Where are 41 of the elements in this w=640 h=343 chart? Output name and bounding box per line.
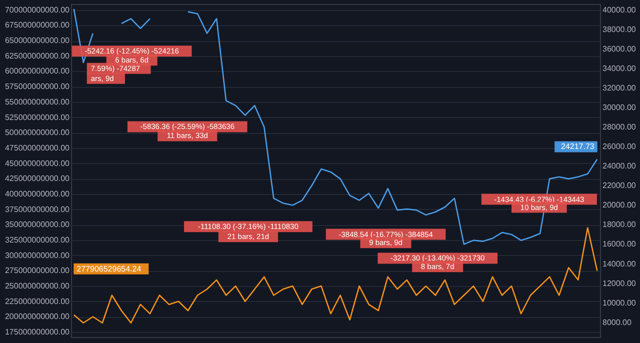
y2-tick-label: 36000.00 (602, 44, 636, 54)
y-tick-label: 400000000000.00 (4, 189, 70, 198)
y2-tick-label: 30000.00 (602, 103, 636, 112)
y-tick-label: 475000000000.00 (4, 143, 70, 152)
y-tick-label: 325000000000.00 (4, 236, 70, 245)
y-tick-label: 275000000000.00 (4, 266, 70, 276)
y-tick-label: 575000000000.00 (4, 82, 70, 92)
y-tick-label: 525000000000.00 (4, 112, 70, 122)
y2-tick-label: 24000.00 (602, 162, 636, 171)
y-tick-label: 700000000000.00 (4, 5, 70, 14)
y-tick-label: 650000000000.00 (4, 36, 70, 46)
y-tick-label: 250000000000.00 (4, 282, 70, 291)
y2-tick-label: 18000.00 (602, 220, 636, 230)
y-tick-label: 450000000000.00 (4, 158, 70, 168)
y2-tick-label: 22000.00 (602, 181, 636, 190)
y2-tick-label: 14000.00 (602, 259, 636, 268)
y2-tick-label: 26000.00 (602, 142, 636, 152)
annotation: 277906529654.24 (76, 264, 142, 274)
y2-tick-label: 38000.00 (602, 24, 636, 34)
y-tick-label: 550000000000.00 (4, 97, 70, 106)
y-tick-label: 675000000000.00 (4, 20, 70, 30)
y-tick-label: 175000000000.00 (4, 328, 70, 337)
y2-tick-label: 32000.00 (602, 83, 636, 92)
y-tick-label: 600000000000.00 (4, 66, 70, 76)
y-tick-label: 300000000000.00 (4, 250, 70, 260)
y-tick-label: 350000000000.00 (4, 220, 70, 230)
y-tick-label: 200000000000.00 (4, 312, 70, 322)
y2-tick-label: 8000.00 (602, 318, 632, 327)
y2-tick-label: 20000.00 (602, 200, 636, 210)
y2-tick-label: 12000.00 (602, 278, 636, 288)
y2-tick-label: 40000.00 (602, 5, 636, 14)
y2-tick-label: 34000.00 (602, 64, 636, 73)
y-tick-label: 625000000000.00 (4, 51, 70, 60)
y2-tick-label: 16000.00 (602, 240, 636, 249)
y-tick-label: 225000000000.00 (4, 296, 70, 306)
y-tick-label: 500000000000.00 (4, 128, 70, 138)
y2-tick-label: 10000.00 (602, 298, 636, 308)
annotation: 24217.73 (560, 142, 595, 152)
y-tick-label: 375000000000.00 (4, 204, 70, 214)
y-tick-label: 425000000000.00 (4, 174, 70, 184)
y2-tick-label: 28000.00 (602, 122, 636, 132)
